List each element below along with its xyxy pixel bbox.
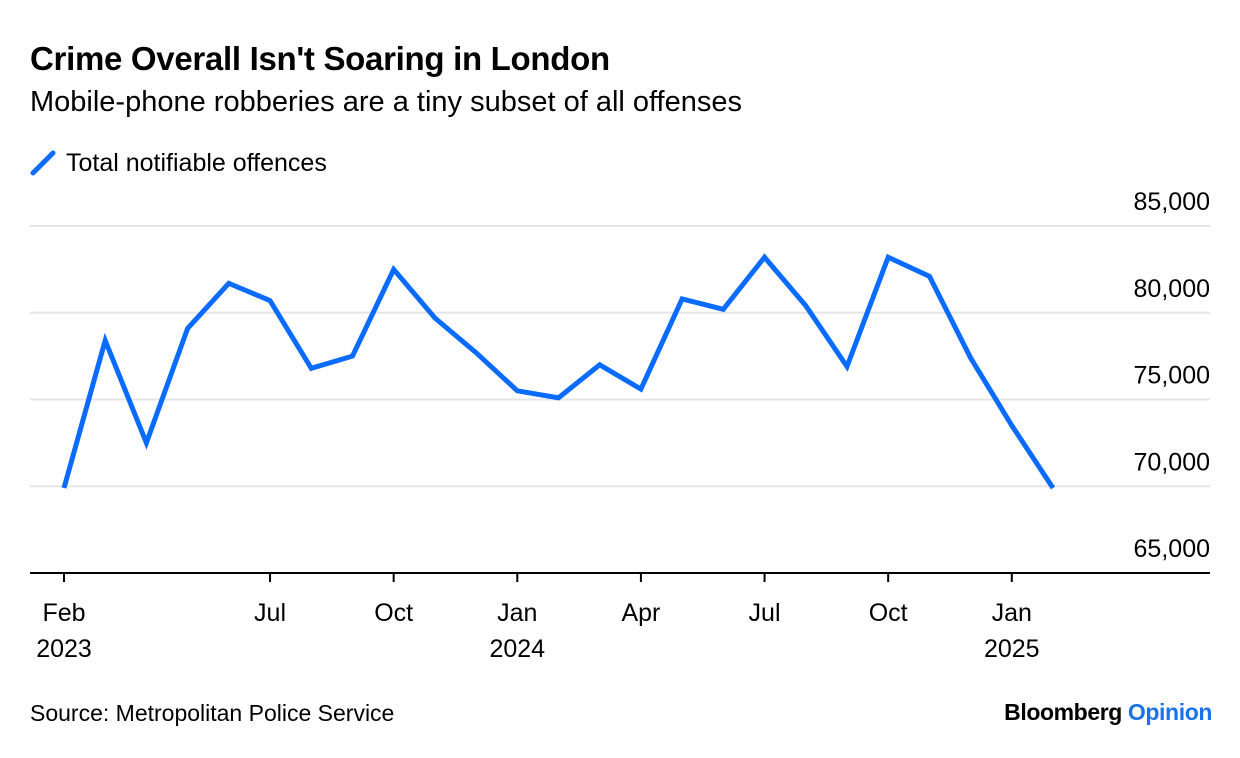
- legend-line-icon: [30, 150, 56, 176]
- y-tick-label: 70,000: [1134, 448, 1210, 476]
- x-tick-label: Jul: [254, 599, 286, 627]
- legend: Total notifiable offences: [30, 145, 327, 181]
- x-tick-label: Feb: [42, 599, 85, 627]
- x-tick-label: Apr: [621, 599, 660, 627]
- y-tick-label: 65,000: [1134, 535, 1210, 563]
- x-tick-year-label: 2025: [984, 635, 1040, 663]
- x-tick-label: Jan: [497, 599, 537, 627]
- x-tick-label: Oct: [374, 599, 413, 627]
- series-line-total-notifiable-offences: [61, 253, 1056, 490]
- x-tick-label: Oct: [869, 599, 908, 627]
- source-note: Source: Metropolitan Police Service: [30, 700, 395, 726]
- chart-subtitle: Mobile-phone robberies are a tiny subset…: [30, 86, 743, 118]
- y-tick-label: 80,000: [1134, 275, 1210, 303]
- brand-logo: Bloomberg Opinion: [1004, 699, 1212, 726]
- x-tick-year-label: 2023: [36, 635, 92, 663]
- x-tick-label: Jul: [749, 599, 781, 627]
- y-tick-label: 85,000: [1134, 188, 1210, 216]
- brand-suffix: Opinion: [1127, 699, 1212, 725]
- x-tick-label: Jan: [992, 599, 1032, 627]
- brand-name: Bloomberg: [1004, 699, 1122, 725]
- y-tick-label: 75,000: [1134, 362, 1210, 390]
- chart-title: Crime Overall Isn't Soaring in London: [30, 40, 610, 77]
- legend-label: Total notifiable offences: [66, 148, 327, 177]
- x-tick-year-label: 2024: [489, 635, 545, 663]
